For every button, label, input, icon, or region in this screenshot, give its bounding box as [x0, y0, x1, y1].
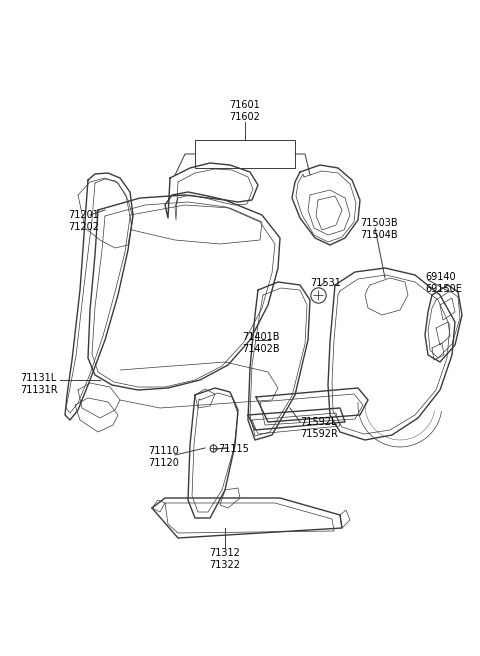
Text: 71201
71202: 71201 71202	[68, 210, 99, 232]
Text: 71110
71120: 71110 71120	[148, 446, 179, 468]
Text: 69140
69150E: 69140 69150E	[425, 272, 462, 294]
Text: 71401B
71402B: 71401B 71402B	[242, 332, 280, 354]
Text: 71503B
71504B: 71503B 71504B	[360, 218, 397, 239]
Text: 71312
71322: 71312 71322	[209, 548, 240, 569]
Text: 71131L
71131R: 71131L 71131R	[20, 373, 58, 395]
Text: 71592L
71592R: 71592L 71592R	[300, 417, 338, 439]
Text: 71531: 71531	[310, 278, 341, 288]
Text: 71115: 71115	[218, 444, 249, 454]
Text: 71601
71602: 71601 71602	[229, 100, 261, 122]
